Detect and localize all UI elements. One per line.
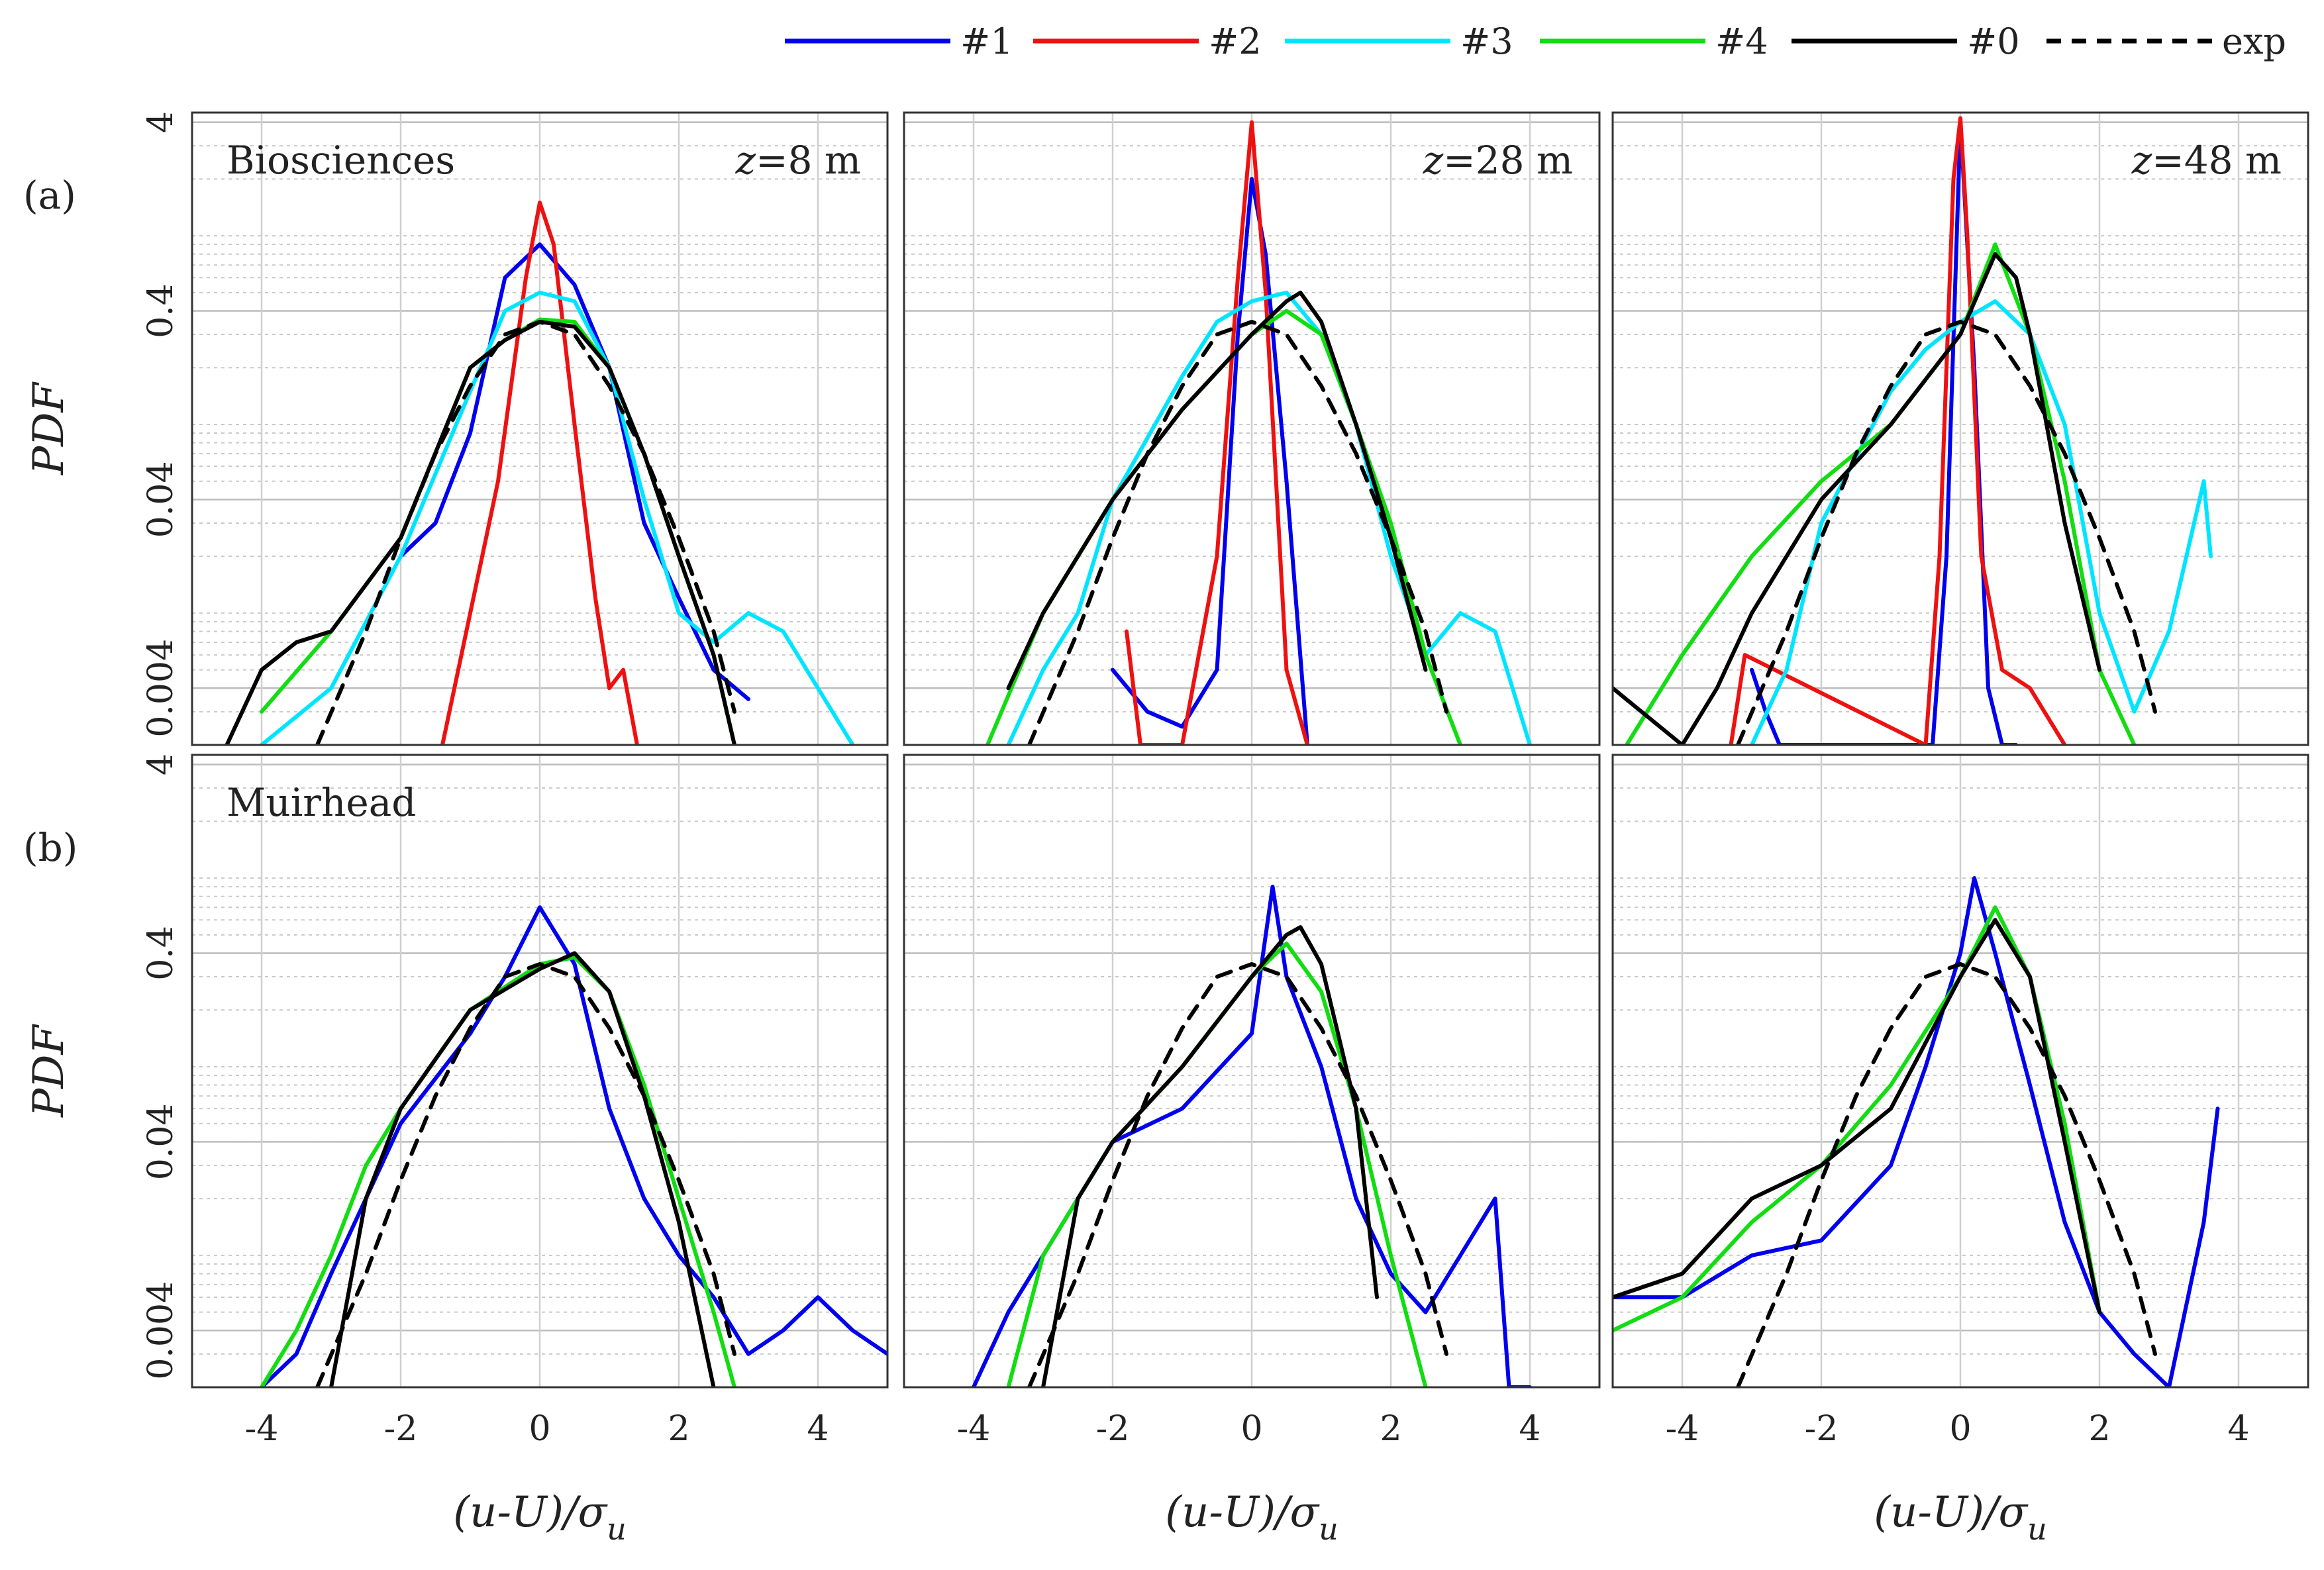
series-line-n2 bbox=[440, 200, 639, 745]
legend-label: #0 bbox=[1967, 21, 2020, 62]
legend-entry-n0: #0 bbox=[1792, 21, 2020, 62]
x-tick-label: -2 bbox=[1805, 1409, 1839, 1449]
legend-label: #3 bbox=[1460, 21, 1513, 62]
series-line-n1 bbox=[1750, 120, 2018, 745]
x-tick-label: -4 bbox=[245, 1409, 279, 1449]
y-tick-label: 4 bbox=[141, 754, 181, 775]
y-axis-title: PDF bbox=[25, 381, 74, 475]
legend: #1 #2 #3 #4 #0 exp bbox=[785, 21, 2286, 62]
panel-r0-c0: 0.004 0.04 0.4 4 Biosciences z=8 m bbox=[141, 111, 889, 746]
series-group bbox=[225, 200, 855, 745]
series-line-n1 bbox=[1613, 876, 2220, 1387]
x-tick-label: -4 bbox=[1666, 1409, 1699, 1449]
x-tick-label: 0 bbox=[529, 1409, 550, 1449]
figure-labels: PDF PDF (a) (b) (u-U)/σu (u-U)/σu (u-U)/σu bbox=[23, 173, 2047, 1547]
row-label: (b) bbox=[23, 825, 77, 870]
height-label: z=48 m bbox=[2131, 138, 2282, 183]
site-label: Biosciences bbox=[227, 138, 455, 183]
panel-frame bbox=[1611, 111, 2309, 746]
legend-label: exp bbox=[2222, 21, 2286, 62]
series-line-n2 bbox=[1125, 120, 1309, 745]
series-line-n2 bbox=[1729, 116, 2067, 745]
x-tick-label: 4 bbox=[2227, 1409, 2249, 1449]
panel-frame bbox=[191, 111, 889, 746]
legend-label: #4 bbox=[1715, 21, 1768, 62]
series-line-n0 bbox=[1613, 252, 2101, 745]
y-tick-label: 0.004 bbox=[141, 639, 181, 738]
series-line-n1 bbox=[399, 242, 750, 701]
series-line-exp bbox=[1027, 962, 1448, 1387]
x-tick-label: -2 bbox=[384, 1409, 418, 1449]
y-tick-label: 0.04 bbox=[141, 461, 181, 538]
panel-r0-c1: z=28 m bbox=[903, 111, 1601, 746]
series-group bbox=[972, 885, 1532, 1387]
series-line-exp bbox=[315, 962, 736, 1387]
series-line-n3 bbox=[1750, 299, 2213, 745]
x-tick-label: -2 bbox=[1096, 1409, 1130, 1449]
x-tick-label: -4 bbox=[957, 1409, 991, 1449]
x-tick-label: 0 bbox=[1240, 1409, 1262, 1449]
y-tick-label: 0.004 bbox=[141, 1281, 181, 1380]
panel-r0-c2: z=48 m bbox=[1611, 111, 2309, 746]
panel-frame bbox=[1611, 754, 2309, 1389]
series-line-exp bbox=[1027, 320, 1448, 745]
series-line-n1 bbox=[1111, 177, 1309, 745]
series-group bbox=[1613, 876, 2220, 1387]
series-line-n0 bbox=[329, 951, 716, 1387]
site-label: Muirhead bbox=[227, 780, 416, 825]
x-tick-label: 2 bbox=[1380, 1409, 1401, 1449]
series-line-n0 bbox=[1041, 925, 1379, 1387]
series-group bbox=[1613, 116, 2213, 745]
series-line-exp bbox=[1736, 962, 2157, 1387]
row-label: (a) bbox=[23, 173, 76, 218]
y-tick-label: 4 bbox=[141, 111, 181, 133]
height-label: z=28 m bbox=[1423, 138, 1573, 183]
series-line-n0 bbox=[225, 320, 736, 745]
x-tick-label: 4 bbox=[807, 1409, 829, 1449]
height-label: z=8 m bbox=[735, 138, 862, 183]
legend-entry-n2: #2 bbox=[1033, 21, 1262, 62]
legend-label: #1 bbox=[960, 21, 1013, 62]
panel-r1-c2: -4 -2 0 2 4 bbox=[1611, 754, 2309, 1449]
x-tick-label: 0 bbox=[1949, 1409, 1971, 1449]
series-line-exp bbox=[1736, 320, 2157, 745]
x-tick-label: 2 bbox=[2088, 1409, 2110, 1449]
series-group bbox=[260, 905, 887, 1387]
panel-frame bbox=[191, 754, 889, 1389]
y-tick-label: 0.4 bbox=[141, 926, 181, 981]
series-line-n4 bbox=[260, 317, 736, 745]
series-line-n0 bbox=[1006, 290, 1428, 691]
x-axis-title: (u-U)/σu bbox=[1874, 1488, 2047, 1547]
legend-label: #2 bbox=[1209, 21, 1262, 62]
series-line-n0 bbox=[1613, 918, 2101, 1314]
legend-entry-exp: exp bbox=[2046, 21, 2286, 62]
series-line-n3 bbox=[260, 290, 855, 745]
legend-entry-n3: #3 bbox=[1285, 21, 1513, 62]
x-tick-label: 2 bbox=[668, 1409, 689, 1449]
legend-entry-n1: #1 bbox=[785, 21, 1013, 62]
series-line-exp bbox=[315, 320, 736, 745]
x-tick-label: 4 bbox=[1519, 1409, 1541, 1449]
y-tick-label: 0.04 bbox=[141, 1103, 181, 1180]
legend-entry-n4: #4 bbox=[1540, 21, 1768, 62]
panel-r1-c0: -4 -2 0 2 4 0.004 0.04 0.4 4 Muirhead bbox=[141, 754, 889, 1449]
y-axis-title: PDF bbox=[25, 1024, 74, 1118]
panel-r1-c1: -4 -2 0 2 4 bbox=[903, 754, 1601, 1449]
series-line-n3 bbox=[1006, 290, 1532, 745]
x-axis-title: (u-U)/σu bbox=[453, 1488, 627, 1547]
x-axis-title: (u-U)/σu bbox=[1165, 1488, 1339, 1547]
y-tick-label: 0.4 bbox=[141, 283, 181, 338]
panel-frame bbox=[903, 111, 1601, 746]
series-group bbox=[985, 120, 1532, 745]
panel-frame bbox=[903, 754, 1601, 1389]
series-line-n1 bbox=[260, 905, 887, 1387]
panels: 0.004 0.04 0.4 4 Biosciences z=8 m z=28 m z=48 … bbox=[141, 111, 2309, 1449]
